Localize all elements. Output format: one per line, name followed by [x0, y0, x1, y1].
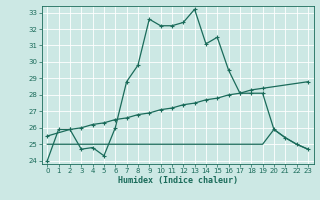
X-axis label: Humidex (Indice chaleur): Humidex (Indice chaleur) [118, 176, 237, 185]
